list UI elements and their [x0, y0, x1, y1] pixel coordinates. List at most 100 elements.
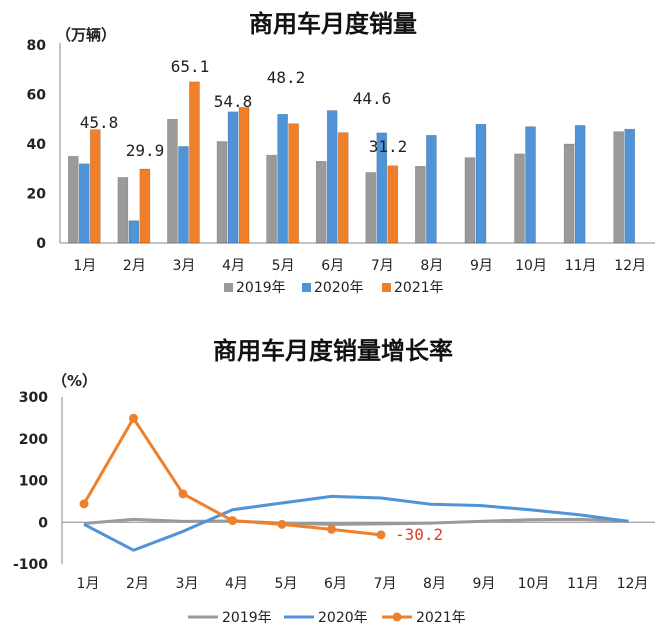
line-x-tick-label: 10月 — [518, 576, 550, 592]
line-point-2021 — [277, 519, 287, 529]
bar-2019年 — [464, 157, 476, 244]
bar-x-tick-label: 9月 — [470, 258, 493, 274]
bar-2020年 — [525, 126, 536, 244]
bar-chart: 0 20 40 60 80 1月 2月 3月 4月 5月 6月 7月 8月 9月 10月 11月 12月 45.8… — [27, 38, 655, 296]
line-y-tick-label: -100 — [13, 557, 48, 573]
bar-2019年 — [266, 154, 277, 244]
line-legend-label: 2020年 — [318, 610, 368, 626]
bar-2019年 — [563, 143, 575, 244]
bar-x-tick-label: 6月 — [321, 258, 344, 274]
bar-2021年 — [139, 168, 151, 244]
line-x-tick-label: 12月 — [617, 576, 649, 592]
bar-x-tick-label: 2月 — [123, 258, 146, 274]
bar-data-label: 31.2 — [369, 137, 408, 156]
line-x-tick-label: 3月 — [176, 576, 199, 592]
bar-x-tick-label: 5月 — [272, 258, 295, 274]
bar-2019年 — [514, 153, 525, 244]
bar-2021年 — [387, 165, 399, 244]
bar-legend-label: 2019年 — [236, 280, 286, 296]
bar-x-tick-label: 8月 — [420, 258, 443, 274]
bar-y-tick-label: 0 — [36, 236, 46, 252]
bar-legend-label: 2021年 — [394, 280, 444, 296]
line-y-tick-label: 100 — [19, 474, 48, 490]
bar-2021年 — [238, 107, 250, 244]
bar-chart-unit: （万辆） — [56, 26, 116, 44]
bar-x-tick-label: 11月 — [565, 258, 597, 274]
line-x-tick-label: 6月 — [324, 576, 347, 592]
bar-data-label: 44.6 — [353, 89, 392, 108]
bar-chart-title: 商用车月度销量 — [249, 10, 417, 38]
line-legend-label: 2019年 — [222, 610, 272, 626]
bar-2021年 — [337, 132, 349, 244]
bar-y-tick-label: 40 — [27, 137, 47, 153]
bar-2021年 — [89, 129, 101, 244]
line-point-2021 — [327, 524, 336, 534]
line-point-2021 — [178, 489, 188, 499]
bar-data-label: 29.9 — [126, 141, 165, 160]
line-x-tick-label: 11月 — [567, 576, 599, 592]
line-point-2021 — [228, 516, 237, 526]
line-series-2020年 — [83, 494, 629, 552]
bar-2021年 — [288, 123, 299, 244]
line-chart-title: 商用车月度销量增长率 — [213, 337, 453, 365]
bar-legend-label: 2020年 — [314, 280, 364, 296]
bar-2019年 — [167, 118, 178, 244]
bar-2019年 — [315, 161, 327, 244]
line-x-tick-label: 8月 — [423, 576, 446, 592]
bar-2020年 — [475, 123, 487, 244]
bar-data-label: 65.1 — [171, 57, 210, 76]
bar-legend-swatch — [224, 283, 233, 292]
bar-y-tick-label: 80 — [27, 38, 47, 54]
bar-data-label: 48.2 — [267, 68, 306, 87]
bar-x-tick-label: 12月 — [614, 258, 646, 274]
bar-2019年 — [415, 165, 426, 244]
line-chart-unit: （%） — [52, 372, 97, 390]
bar-legend-swatch — [302, 283, 311, 292]
line-point-2021 — [376, 530, 386, 540]
bar-2020年 — [574, 125, 586, 244]
line-x-tick-label: 1月 — [77, 576, 100, 592]
line-point-2021 — [129, 413, 138, 423]
bar-x-tick-label: 10月 — [515, 258, 547, 274]
bar-2019年 — [117, 177, 129, 244]
bar-legend-swatch — [382, 283, 391, 292]
line-end-label: -30.2 — [395, 525, 443, 544]
line-chart: -100 0 100 200 300 -30.2 1月 2月 3月 4月 5月 6月 7月 8月 9月 10月… — [13, 390, 655, 626]
line-x-tick-label: 7月 — [374, 576, 397, 592]
line-x-tick-label: 2月 — [126, 576, 149, 592]
bar-x-tick-label: 1月 — [73, 258, 96, 274]
line-legend-label: 2021年 — [416, 610, 466, 626]
bar-2019年 — [67, 156, 79, 244]
line-x-tick-label: 5月 — [275, 576, 298, 592]
bar-2019年 — [365, 172, 377, 244]
bar-2020年 — [624, 128, 636, 244]
line-series-2019年 — [83, 517, 629, 526]
bar-y-tick-label: 20 — [27, 187, 47, 203]
line-x-tick-label: 9月 — [473, 576, 496, 592]
bar-x-tick-label: 4月 — [222, 258, 245, 274]
bar-2020年 — [426, 135, 437, 244]
bar-2020年 — [178, 146, 189, 244]
bar-2020年 — [128, 220, 140, 244]
bar-2019年 — [216, 141, 228, 244]
bar-x-tick-label: 3月 — [172, 258, 195, 274]
bar-2020年 — [326, 110, 338, 244]
bar-y-tick-label: 60 — [27, 88, 47, 104]
bar-2020年 — [78, 163, 90, 244]
bar-2021年 — [189, 81, 200, 244]
line-y-tick-label: 0 — [38, 515, 48, 531]
bar-data-label: 54.8 — [214, 92, 253, 111]
bar-2019年 — [613, 131, 625, 244]
bar-2020年 — [227, 111, 239, 244]
bar-2020年 — [376, 132, 388, 244]
line-point-2021 — [79, 499, 89, 509]
line-x-tick-label: 4月 — [225, 576, 248, 592]
bar-x-tick-label: 7月 — [371, 258, 394, 274]
line-y-tick-label: 300 — [19, 390, 48, 406]
line-legend-marker — [392, 612, 402, 622]
bar-2020年 — [277, 114, 288, 244]
bar-data-label: 45.8 — [80, 113, 119, 132]
line-y-tick-label: 200 — [19, 432, 48, 448]
